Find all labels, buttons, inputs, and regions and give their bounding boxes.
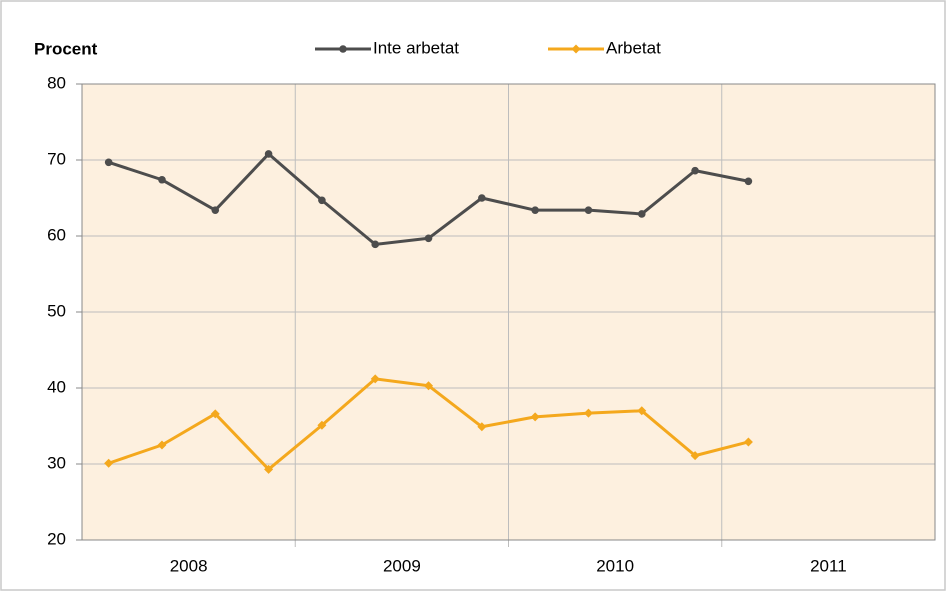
legend-marker <box>571 44 581 54</box>
y-tick-label: 40 <box>47 377 66 396</box>
marker <box>370 374 380 384</box>
marker <box>691 166 699 175</box>
marker <box>371 240 380 249</box>
marker <box>158 175 166 184</box>
plot-border <box>81 83 936 541</box>
marker <box>637 210 646 218</box>
marker <box>317 420 327 430</box>
marker <box>744 177 753 186</box>
marker <box>211 206 220 214</box>
marker <box>318 196 326 205</box>
marker <box>530 412 540 422</box>
marker <box>477 422 487 432</box>
y-tick-label: 80 <box>47 73 66 92</box>
marker <box>210 409 220 419</box>
marker <box>157 440 167 450</box>
legend-marker <box>339 45 347 53</box>
y-axis-label: Procent <box>34 39 98 58</box>
y-tick-label: 30 <box>47 453 66 472</box>
x-tick-label: 2011 <box>810 556 847 575</box>
marker <box>478 194 486 202</box>
y-tick-label: 70 <box>47 149 66 168</box>
marker <box>743 437 753 447</box>
x-tick-label: 2009 <box>383 556 421 575</box>
marker <box>531 206 539 214</box>
marker <box>424 234 433 243</box>
y-tick-label: 60 <box>47 225 66 244</box>
y-tick-label: 50 <box>47 301 66 320</box>
legend-label: Inte arbetat <box>373 38 459 57</box>
marker <box>424 381 434 391</box>
x-tick-label: 2008 <box>170 556 208 575</box>
x-tick-label: 2010 <box>596 556 634 575</box>
marker <box>264 150 273 158</box>
marker <box>583 408 593 418</box>
marker <box>104 458 114 468</box>
marker <box>104 158 113 167</box>
marker <box>690 451 700 461</box>
marker <box>637 406 647 416</box>
marker <box>584 206 593 214</box>
y-tick-label: 20 <box>47 529 66 548</box>
legend-label: Arbetat <box>606 38 661 57</box>
marker <box>264 464 274 474</box>
